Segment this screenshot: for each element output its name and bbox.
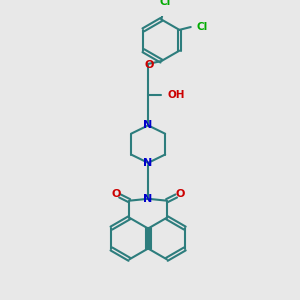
Text: O: O: [176, 189, 185, 199]
Text: N: N: [143, 158, 153, 168]
Text: O: O: [112, 189, 121, 199]
Text: N: N: [143, 194, 153, 204]
Text: Cl: Cl: [160, 0, 171, 8]
Text: O: O: [144, 60, 154, 70]
Text: OH: OH: [167, 90, 184, 100]
Text: Cl: Cl: [196, 22, 208, 32]
Text: N: N: [143, 120, 153, 130]
